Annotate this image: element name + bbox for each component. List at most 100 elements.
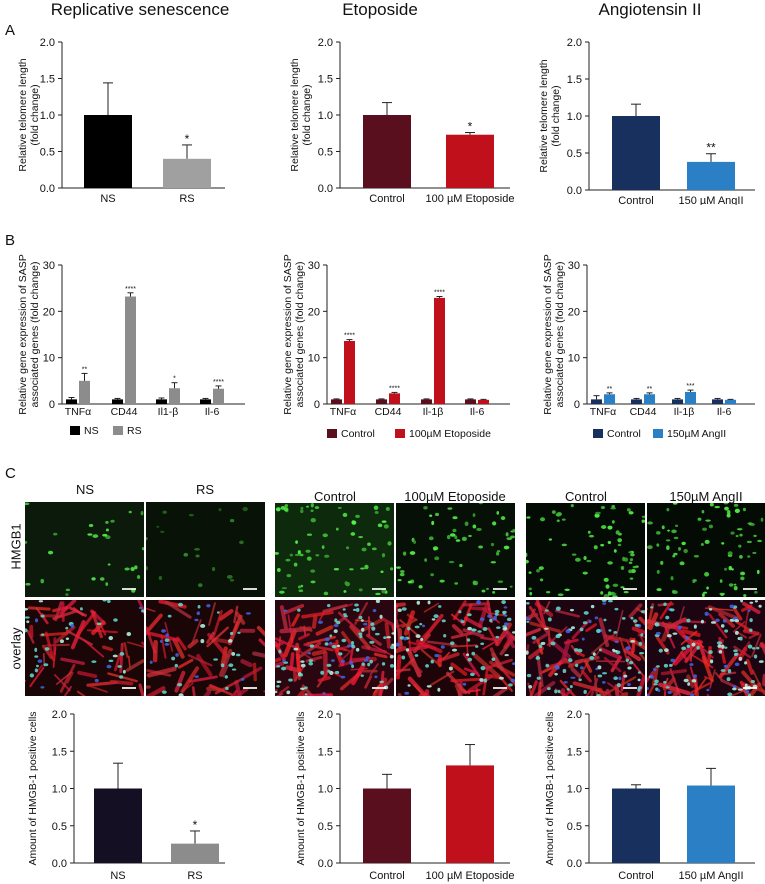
legend-label: 150µM AngII xyxy=(667,428,726,440)
micro-row-label-overlay: overlay xyxy=(8,627,24,670)
y-tick-label: 0.5 xyxy=(40,147,55,159)
micro-header-angii: 150µM AngII xyxy=(669,489,743,504)
bar xyxy=(591,399,602,404)
significance-marker: * xyxy=(185,132,190,146)
legend-label: Control xyxy=(607,428,641,440)
column-title-replicative: Replicative senescence xyxy=(50,0,230,19)
bar xyxy=(363,788,411,863)
significance-marker: * xyxy=(193,818,198,832)
y-tick-label: 1.5 xyxy=(567,746,582,758)
micrograph-overlay-etoposide xyxy=(396,600,515,696)
y-tick-label: 2.0 xyxy=(40,37,55,49)
y-tick-label: 30 xyxy=(568,260,580,272)
micrograph-hmgb1-control-eto xyxy=(275,503,394,597)
y-tick-label: 0.0 xyxy=(567,858,582,870)
bar xyxy=(712,399,723,404)
micro-header-rs: RS xyxy=(195,482,215,497)
y-axis-label: Amount of HMGB-1 positive cells xyxy=(27,711,39,865)
significance-marker: ** xyxy=(607,386,613,393)
bar xyxy=(644,394,655,404)
legend-swatch xyxy=(327,429,337,438)
y-axis-label-line: Relative gene expression of SASP xyxy=(17,254,29,415)
x-tick-label: CD44 xyxy=(375,406,402,418)
y-axis-label: Amount of HMGB-1 positive cells xyxy=(295,711,307,865)
y-tick-label: 2.0 xyxy=(52,709,67,721)
y-tick-label: 1.0 xyxy=(318,784,333,796)
column-title-angiotensin: Angiotensin II xyxy=(598,0,702,19)
x-tick-label: Control xyxy=(369,193,404,205)
y-axis-label: Relative telomere length (fold change) xyxy=(17,58,41,171)
legend-label: 100µM Etoposide xyxy=(409,428,491,440)
micrograph-hmgb1-etoposide xyxy=(396,503,515,597)
y-tick-label: 1.0 xyxy=(567,111,582,123)
panel-letter-c: C xyxy=(5,465,16,482)
y-axis-label-line: Relative gene expression of SASP xyxy=(542,254,554,415)
y-axis-label: Relative gene expression of SASP associat… xyxy=(17,254,41,415)
y-tick-label: 10 xyxy=(308,353,320,365)
y-tick-label: 1.0 xyxy=(40,110,55,122)
micrograph-overlay-control-ang xyxy=(526,600,645,696)
micrograph-overlay-control-eto xyxy=(275,600,394,696)
y-tick-label: 0.0 xyxy=(52,858,67,870)
legend-label: RS xyxy=(127,425,142,437)
y-axis-label-line: Amount of HMGB-1 positive cells xyxy=(295,711,307,865)
y-axis-label-line: (fold change) xyxy=(301,84,313,145)
bar xyxy=(421,399,432,404)
telomere-chart-angiotensin: 0.0 0.5 1.0 1.5 2.0 Relative telomere length(… xyxy=(538,37,755,205)
bar xyxy=(685,391,696,404)
x-tick-label: 150 µM AngII xyxy=(678,195,743,205)
x-tick-label: TNFα xyxy=(590,406,616,418)
micrograph-overlay-rs xyxy=(146,600,265,696)
y-tick-label: 1.5 xyxy=(318,74,333,86)
y-tick-label: 1.0 xyxy=(52,784,67,796)
bar xyxy=(66,399,77,404)
significance-marker: * xyxy=(468,120,473,134)
x-tick-label: Il-6 xyxy=(470,406,485,418)
bar xyxy=(672,399,683,404)
y-axis-label-line: associated genes (fold change) xyxy=(554,262,566,408)
bar xyxy=(446,134,494,188)
bar xyxy=(344,340,355,404)
x-tick-label: RS xyxy=(179,193,194,205)
x-tick-label: CD44 xyxy=(111,406,138,418)
legend-swatch xyxy=(113,426,123,435)
y-tick-label: 0.0 xyxy=(567,185,582,197)
hmgb1-chart-angiotensin: 0.0 0.5 1.0 1.5 2.0 Amount of HMGB-1 positive… xyxy=(544,709,755,882)
y-axis-label: Relative gene expression of SASP associat… xyxy=(542,254,566,415)
significance-marker: **** xyxy=(344,333,355,340)
y-tick-label: 0.5 xyxy=(318,821,333,833)
y-axis-label: Relative telomere length (fold change) xyxy=(538,59,562,172)
y-axis-label-line: Amount of HMGB-1 positive cells xyxy=(544,711,556,865)
bar xyxy=(604,394,615,404)
y-tick-label: 2.0 xyxy=(318,37,333,49)
bar xyxy=(465,399,476,404)
x-tick-label: 100 µM Etoposide xyxy=(426,193,515,205)
y-tick-label: 0.5 xyxy=(567,148,582,160)
y-axis-label-line: Amount of HMGB-1 positive cells xyxy=(27,711,39,865)
y-tick-label: 20 xyxy=(568,306,580,318)
y-tick-label: 0 xyxy=(49,399,55,411)
legend-swatch xyxy=(70,426,80,435)
y-tick-label: 20 xyxy=(308,306,320,318)
telomere-chart-replicative: 0.0 0.5 1.0 1.5 2.0 Relative telomere length(… xyxy=(17,37,225,205)
legend-swatch xyxy=(395,429,405,438)
micrograph-overlay-angii xyxy=(647,600,765,696)
y-axis-label: Amount of HMGB-1 positive cells xyxy=(544,711,556,865)
y-tick-label: 0.5 xyxy=(567,821,582,833)
bar xyxy=(478,399,489,404)
x-tick-label: NS xyxy=(110,870,125,882)
bar xyxy=(687,161,735,190)
y-axis-label: Relative telomere length (fold change) xyxy=(289,58,313,171)
bar xyxy=(687,785,735,863)
x-tick-label: TNFα xyxy=(65,406,91,418)
telomere-chart-etoposide: 0.0 0.5 1.0 1.5 2.0 Relative telomere length(… xyxy=(289,37,515,205)
bar xyxy=(84,115,132,188)
bar xyxy=(363,115,411,188)
column-title-etoposide: Etoposide xyxy=(342,0,418,19)
micrograph-hmgb1-rs xyxy=(146,502,265,597)
y-axis-label-line: Relative telomere length xyxy=(17,58,29,171)
y-axis-label-line: (fold change) xyxy=(550,85,562,146)
y-tick-label: 2.0 xyxy=(318,709,333,721)
y-tick-label: 0.0 xyxy=(318,858,333,870)
